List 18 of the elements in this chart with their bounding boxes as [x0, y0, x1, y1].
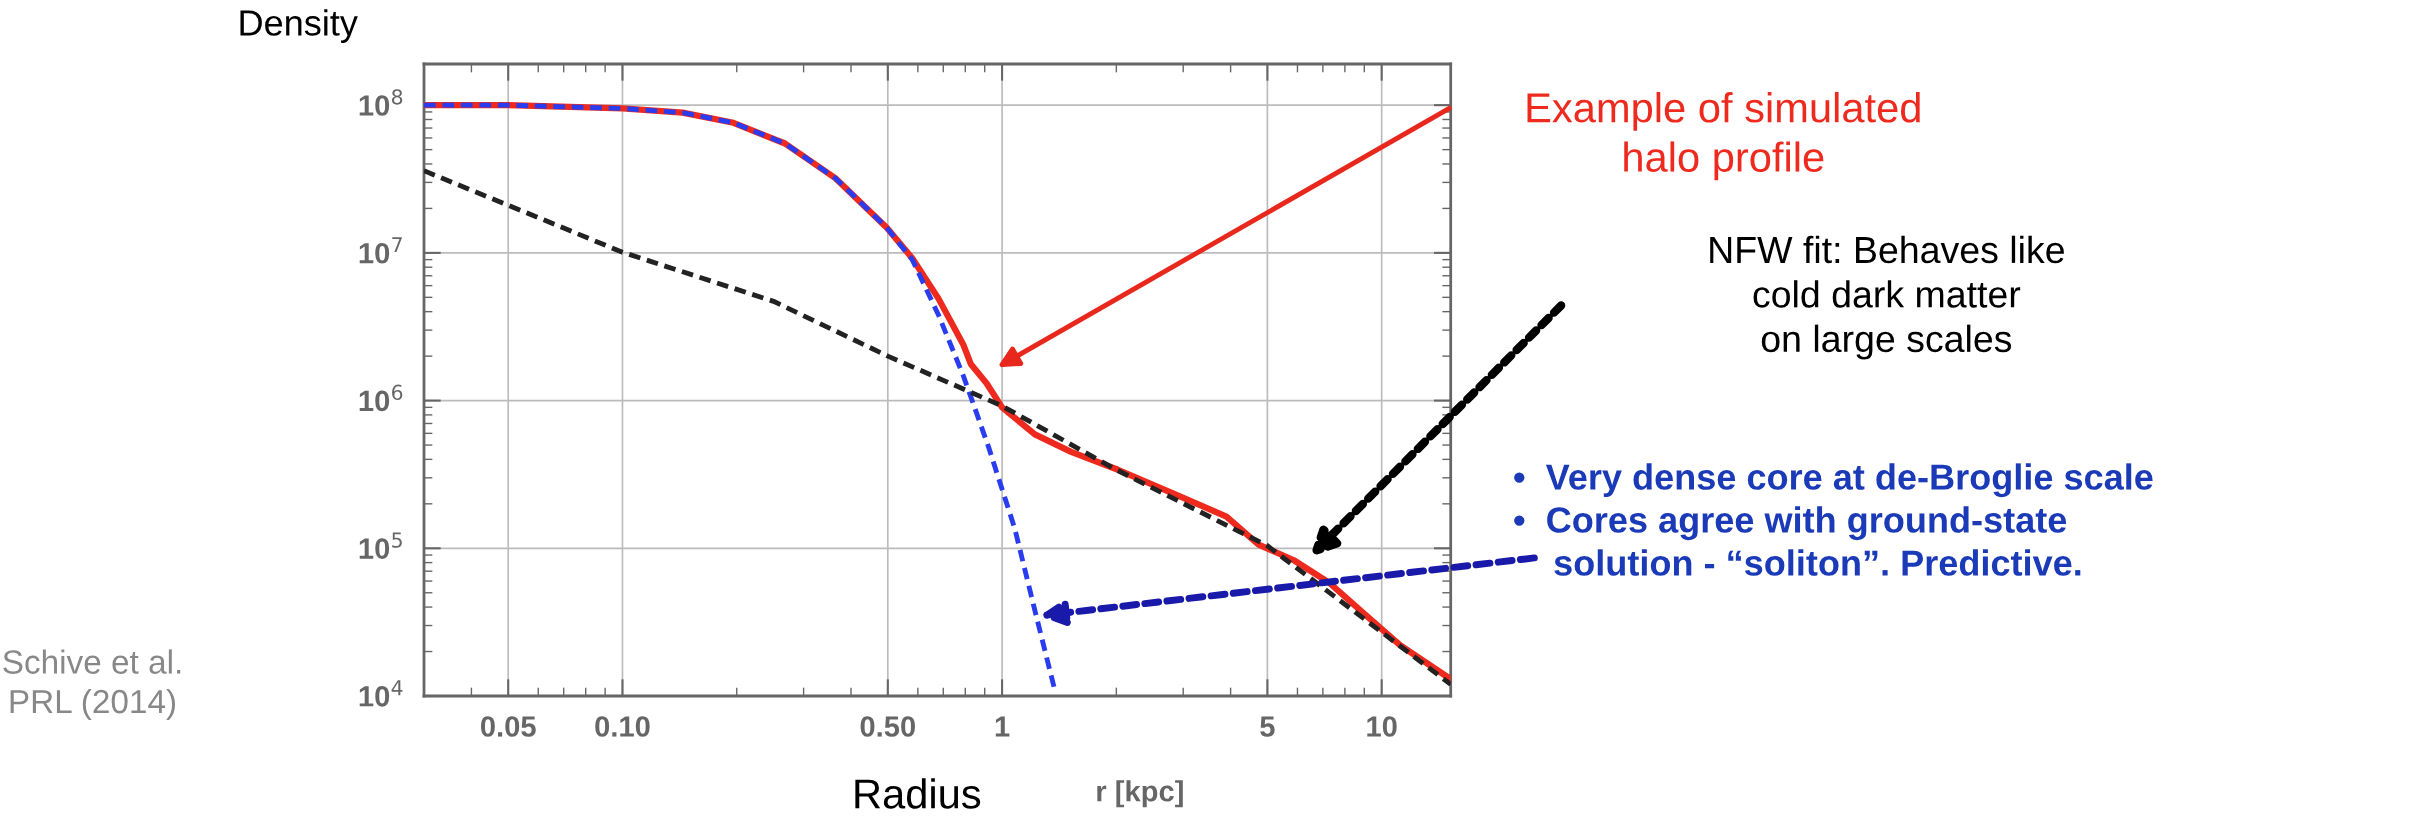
y-axis-title: Density [240, 9, 358, 43]
text: r [kpc] [1097, 780, 1183, 808]
x-tick-label: 0.05 [480, 716, 536, 737]
text: NFW fit: Behaves like cold dark matter on large scales [1710, 235, 2064, 360]
text: Example of simulated halo profile [1527, 91, 1920, 181]
y-tick-label: 10$^{7}$ [359, 237, 402, 264]
y-tick-label: 10$^{4}$ [359, 680, 403, 707]
y-tick-label: 10$^{5}$ [359, 532, 402, 559]
x-tick-label: 5 [1260, 716, 1275, 737]
text: • Very dense core at de-Broglie scale • Cores agree with ground-state solution - “soliton”. Predictive. [1514, 463, 2153, 576]
y-tick-label: 10$^{6}$ [359, 384, 403, 412]
x-tick-label: 0.10 [595, 716, 650, 737]
x-axis-title: Radius [855, 778, 981, 809]
text: Schive et al. PRL (2014) [3, 649, 181, 720]
x-tick-label: 0.50 [860, 716, 915, 737]
y-tick-label: 10$^{8}$ [359, 89, 403, 116]
x-tick-label: 1 [995, 716, 1010, 737]
x-tick-label: 10 [1367, 716, 1397, 737]
